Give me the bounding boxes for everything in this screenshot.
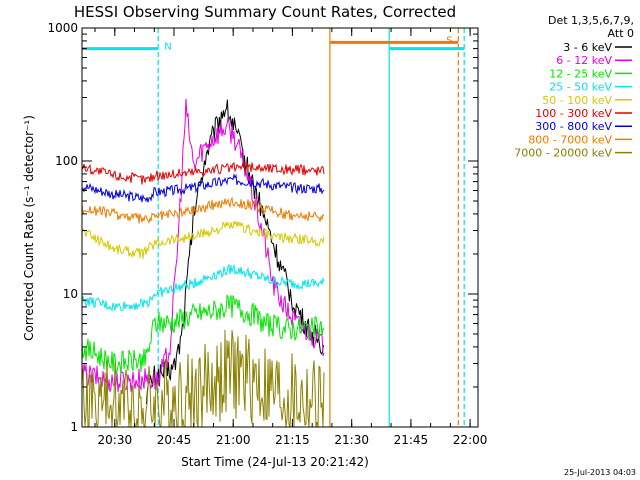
chart-title: HESSI Observing Summary Count Rates, Cor… [74, 3, 456, 21]
y-axis-ticks: 1 10 100 1000 [47, 21, 478, 434]
x-tick-label-1: 20:45 [157, 433, 192, 447]
series-line-3 [81, 263, 325, 312]
flag-label-s: S [446, 35, 452, 46]
y-tick-label-3: 1000 [47, 21, 78, 35]
series-line-4 [81, 220, 325, 259]
y-axis-label: Corrected Count Rate (s⁻¹ detector⁻¹) [22, 115, 36, 341]
legend-label-0: 3 - 6 keV [563, 41, 612, 54]
x-tick-label-0: 20:30 [98, 433, 133, 447]
series-line-5 [81, 160, 325, 185]
legend-label-4: 50 - 100 keV [542, 94, 612, 107]
x-tick-label-5: 21:45 [394, 433, 429, 447]
series-line-6 [81, 172, 325, 203]
series-lines [81, 98, 325, 428]
series-line-1 [81, 98, 325, 393]
y-tick-label-2: 100 [55, 154, 78, 168]
x-axis-label: Start Time (24-Jul-13 20:21:42) [181, 455, 369, 469]
x-axis-ticks: 20:30 20:45 21:00 21:15 21:30 21:45 22:00 [94, 28, 488, 447]
y-tick-label-1: 10 [63, 287, 78, 301]
timestamp: 25-Jul-2013 04:03 [564, 468, 636, 477]
observing-flags: NS [82, 35, 465, 53]
legend-attenuator: Att 0 [608, 27, 634, 40]
legend-label-2: 12 - 25 keV [549, 67, 612, 80]
x-tick-label-2: 21:00 [216, 433, 251, 447]
x-tick-label-6: 22:00 [453, 433, 488, 447]
vertical-markers [157, 28, 465, 427]
x-tick-label-4: 21:30 [334, 433, 369, 447]
series-line-0 [145, 99, 324, 404]
legend-detectors: Det 1,3,5,6,7,9, [548, 14, 634, 27]
flag-label-n: N [164, 42, 171, 53]
plot-frame [81, 27, 479, 428]
x-tick-label-3: 21:15 [275, 433, 310, 447]
legend-label-8: 7000 - 20000 keV [514, 147, 612, 160]
legend-label-6: 300 - 800 keV [535, 120, 612, 133]
legend-label-5: 100 - 300 keV [535, 107, 612, 120]
series-line-8 [81, 329, 325, 428]
y-tick-label-0: 1 [70, 420, 78, 434]
series-line-2 [81, 294, 325, 375]
legend-label-1: 6 - 12 keV [556, 54, 612, 67]
legend-label-7: 800 - 7000 keV [528, 133, 612, 146]
series-line-7 [81, 196, 325, 224]
legend-label-3: 25 - 50 keV [549, 81, 612, 94]
